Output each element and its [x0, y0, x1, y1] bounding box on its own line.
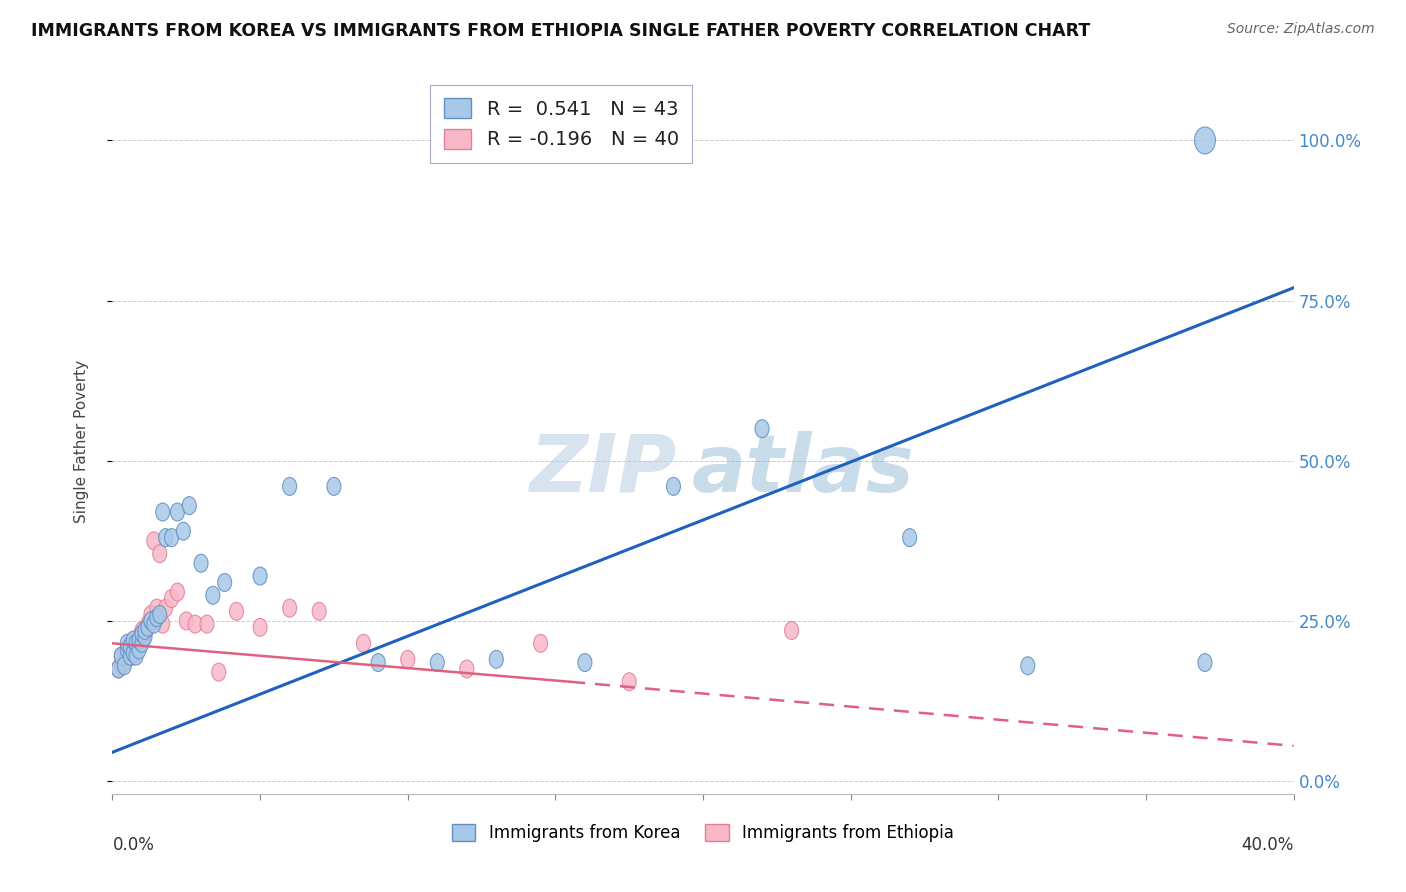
Ellipse shape — [253, 567, 267, 585]
Ellipse shape — [156, 503, 170, 521]
Ellipse shape — [121, 640, 134, 658]
Ellipse shape — [129, 648, 143, 665]
Ellipse shape — [114, 648, 128, 665]
Ellipse shape — [430, 654, 444, 672]
Ellipse shape — [153, 606, 167, 624]
Ellipse shape — [903, 529, 917, 547]
Ellipse shape — [138, 624, 152, 643]
Ellipse shape — [129, 632, 143, 649]
Ellipse shape — [159, 599, 173, 617]
Ellipse shape — [132, 632, 146, 649]
Ellipse shape — [218, 574, 232, 591]
Ellipse shape — [124, 648, 138, 665]
Ellipse shape — [141, 615, 155, 633]
Ellipse shape — [135, 634, 149, 652]
Ellipse shape — [117, 657, 131, 674]
Ellipse shape — [578, 654, 592, 672]
Ellipse shape — [121, 648, 134, 665]
Ellipse shape — [111, 660, 125, 678]
Ellipse shape — [534, 634, 547, 652]
Ellipse shape — [150, 599, 163, 617]
Ellipse shape — [357, 634, 370, 652]
Legend: Immigrants from Korea, Immigrants from Ethiopia: Immigrants from Korea, Immigrants from E… — [446, 817, 960, 849]
Text: Source: ZipAtlas.com: Source: ZipAtlas.com — [1227, 22, 1375, 37]
Ellipse shape — [132, 640, 146, 658]
Ellipse shape — [1198, 654, 1212, 672]
Ellipse shape — [176, 522, 190, 541]
Ellipse shape — [212, 663, 226, 681]
Ellipse shape — [194, 554, 208, 573]
Ellipse shape — [114, 648, 128, 665]
Ellipse shape — [165, 590, 179, 607]
Ellipse shape — [1021, 657, 1035, 674]
Ellipse shape — [283, 599, 297, 617]
Ellipse shape — [111, 660, 125, 678]
Ellipse shape — [121, 634, 134, 652]
Ellipse shape — [135, 622, 149, 640]
Text: 40.0%: 40.0% — [1241, 836, 1294, 855]
Ellipse shape — [623, 673, 636, 690]
Ellipse shape — [135, 624, 149, 643]
Ellipse shape — [146, 615, 160, 633]
Ellipse shape — [460, 660, 474, 678]
Ellipse shape — [153, 545, 167, 563]
Ellipse shape — [170, 583, 184, 601]
Y-axis label: Single Father Poverty: Single Father Poverty — [75, 360, 89, 523]
Ellipse shape — [165, 529, 179, 547]
Ellipse shape — [129, 640, 143, 658]
Ellipse shape — [170, 503, 184, 521]
Ellipse shape — [146, 532, 160, 549]
Ellipse shape — [205, 586, 219, 604]
Ellipse shape — [143, 612, 157, 630]
Ellipse shape — [371, 654, 385, 672]
Ellipse shape — [1195, 127, 1215, 154]
Ellipse shape — [150, 608, 163, 627]
Ellipse shape — [785, 622, 799, 640]
Text: atlas: atlas — [692, 431, 915, 508]
Text: 0.0%: 0.0% — [112, 836, 155, 855]
Ellipse shape — [755, 420, 769, 438]
Ellipse shape — [180, 612, 193, 630]
Ellipse shape — [132, 634, 146, 652]
Ellipse shape — [124, 638, 138, 656]
Ellipse shape — [328, 477, 340, 495]
Ellipse shape — [143, 606, 157, 624]
Ellipse shape — [229, 602, 243, 620]
Ellipse shape — [159, 529, 173, 547]
Ellipse shape — [401, 650, 415, 668]
Ellipse shape — [666, 477, 681, 495]
Ellipse shape — [124, 644, 138, 662]
Ellipse shape — [135, 632, 149, 649]
Ellipse shape — [253, 618, 267, 636]
Ellipse shape — [124, 634, 138, 652]
Ellipse shape — [117, 654, 131, 672]
Ellipse shape — [141, 618, 155, 636]
Text: ZIP: ZIP — [529, 431, 676, 508]
Ellipse shape — [138, 622, 152, 640]
Ellipse shape — [127, 632, 141, 649]
Ellipse shape — [127, 638, 141, 656]
Ellipse shape — [138, 628, 152, 646]
Text: IMMIGRANTS FROM KOREA VS IMMIGRANTS FROM ETHIOPIA SINGLE FATHER POVERTY CORRELAT: IMMIGRANTS FROM KOREA VS IMMIGRANTS FROM… — [31, 22, 1090, 40]
Ellipse shape — [121, 640, 134, 658]
Ellipse shape — [188, 615, 202, 633]
Ellipse shape — [114, 657, 128, 674]
Ellipse shape — [156, 615, 170, 633]
Ellipse shape — [200, 615, 214, 633]
Ellipse shape — [183, 497, 197, 515]
Ellipse shape — [283, 477, 297, 495]
Ellipse shape — [127, 648, 141, 665]
Ellipse shape — [132, 628, 146, 646]
Ellipse shape — [127, 644, 141, 662]
Ellipse shape — [312, 602, 326, 620]
Ellipse shape — [129, 634, 143, 652]
Ellipse shape — [489, 650, 503, 668]
